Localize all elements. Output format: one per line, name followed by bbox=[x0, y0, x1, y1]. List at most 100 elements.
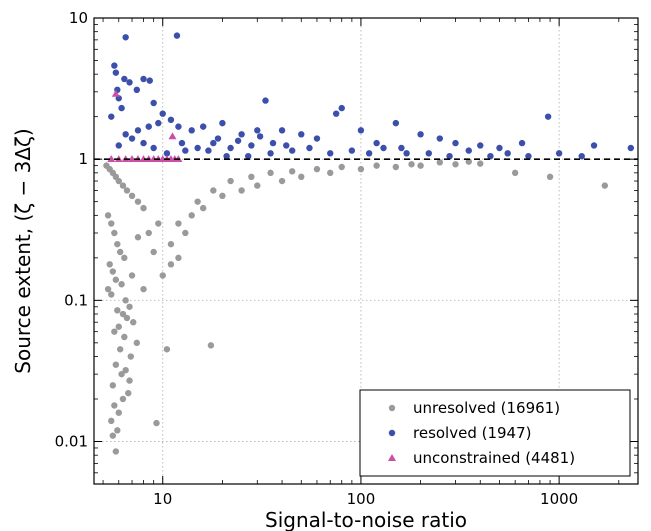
plot-frame bbox=[93, 17, 639, 485]
legend: unresolved (16961) resolved (1947) unconst… bbox=[359, 389, 631, 477]
data-point bbox=[109, 268, 117, 275]
data-point bbox=[134, 234, 142, 241]
data-point bbox=[118, 370, 125, 378]
data-point bbox=[313, 165, 321, 173]
data-point bbox=[248, 173, 255, 181]
data-point bbox=[392, 119, 400, 127]
data-point bbox=[111, 402, 118, 409]
data-point bbox=[504, 150, 511, 157]
data-point bbox=[269, 139, 277, 147]
data-point bbox=[256, 133, 264, 140]
data-point bbox=[278, 127, 286, 134]
data-point bbox=[199, 204, 207, 212]
data-point bbox=[115, 142, 122, 149]
data-point bbox=[298, 173, 305, 181]
data-point bbox=[121, 75, 128, 83]
data-point bbox=[546, 173, 554, 181]
data-point bbox=[126, 377, 133, 384]
data-point bbox=[167, 261, 175, 268]
data-point bbox=[465, 158, 472, 165]
data-point bbox=[114, 427, 121, 434]
data-point bbox=[111, 89, 120, 97]
data-point bbox=[283, 142, 290, 149]
data-point bbox=[465, 147, 472, 154]
data-point bbox=[238, 187, 245, 194]
data-point bbox=[245, 152, 252, 160]
data-point bbox=[139, 155, 148, 162]
data-point bbox=[417, 131, 424, 138]
data-point bbox=[267, 169, 274, 177]
data-point bbox=[150, 99, 157, 107]
data-point bbox=[380, 144, 387, 152]
data-point bbox=[436, 135, 444, 142]
data-point bbox=[118, 281, 125, 288]
data-point bbox=[365, 150, 373, 157]
y-tick-label: 10 bbox=[69, 9, 88, 27]
data-point bbox=[128, 192, 136, 200]
data-point bbox=[188, 127, 195, 134]
data-point bbox=[112, 361, 120, 368]
y-axis-label: Source extent, (ζ − 3Δζ) bbox=[11, 128, 35, 373]
data-point bbox=[119, 395, 127, 403]
legend-marker bbox=[388, 454, 396, 461]
data-point bbox=[159, 272, 166, 279]
legend-items: unresolved (16961) resolved (1947) unconst… bbox=[388, 399, 575, 467]
y-tick-label: 0.1 bbox=[64, 291, 88, 309]
data-point bbox=[146, 77, 153, 84]
data-point bbox=[109, 382, 117, 389]
legend-label: unconstrained (4481) bbox=[413, 449, 575, 467]
data-point bbox=[544, 113, 552, 120]
data-point bbox=[436, 159, 444, 166]
data-point bbox=[525, 152, 532, 160]
data-point bbox=[452, 139, 459, 147]
data-point bbox=[159, 110, 166, 117]
data-point bbox=[219, 192, 226, 200]
data-point bbox=[627, 144, 635, 152]
data-point bbox=[128, 135, 136, 142]
data-point bbox=[267, 150, 274, 157]
data-point bbox=[121, 333, 128, 341]
data-point bbox=[115, 323, 122, 330]
data-point bbox=[126, 303, 133, 310]
data-point bbox=[298, 131, 305, 138]
data-point bbox=[194, 144, 201, 152]
data-point bbox=[125, 389, 132, 397]
data-point bbox=[112, 69, 120, 76]
data-point bbox=[254, 182, 261, 189]
data-point bbox=[127, 353, 134, 360]
x-tick-label: 100 bbox=[347, 490, 376, 508]
data-point bbox=[408, 161, 415, 168]
data-point bbox=[140, 285, 147, 293]
data-point bbox=[288, 147, 296, 154]
data-point bbox=[173, 32, 181, 39]
data-point bbox=[123, 187, 131, 194]
data-point bbox=[392, 163, 400, 171]
data-point bbox=[194, 198, 201, 205]
data-point bbox=[133, 86, 141, 94]
data-point bbox=[338, 163, 345, 171]
data-point bbox=[188, 212, 195, 219]
legend-label: resolved (1947) bbox=[413, 424, 532, 442]
data-point bbox=[223, 152, 230, 160]
data-point bbox=[477, 142, 484, 149]
x-axis-label: Signal-to-noise ratio bbox=[265, 508, 467, 531]
data-point bbox=[167, 116, 175, 124]
ticks bbox=[94, 17, 638, 485]
data-point bbox=[511, 169, 519, 177]
data-point bbox=[133, 339, 141, 347]
data-point bbox=[163, 346, 171, 353]
data-point bbox=[111, 62, 118, 69]
data-point bbox=[112, 276, 120, 283]
data-point bbox=[153, 419, 160, 427]
data-point bbox=[227, 177, 234, 185]
data-point bbox=[182, 147, 189, 154]
data-point bbox=[555, 150, 563, 157]
data-point bbox=[210, 139, 217, 147]
data-point bbox=[487, 152, 494, 160]
data-point bbox=[155, 119, 162, 127]
data-point bbox=[234, 137, 242, 144]
legend-label: unresolved (16961) bbox=[413, 399, 560, 417]
data-point bbox=[288, 168, 296, 175]
data-point bbox=[140, 139, 147, 147]
